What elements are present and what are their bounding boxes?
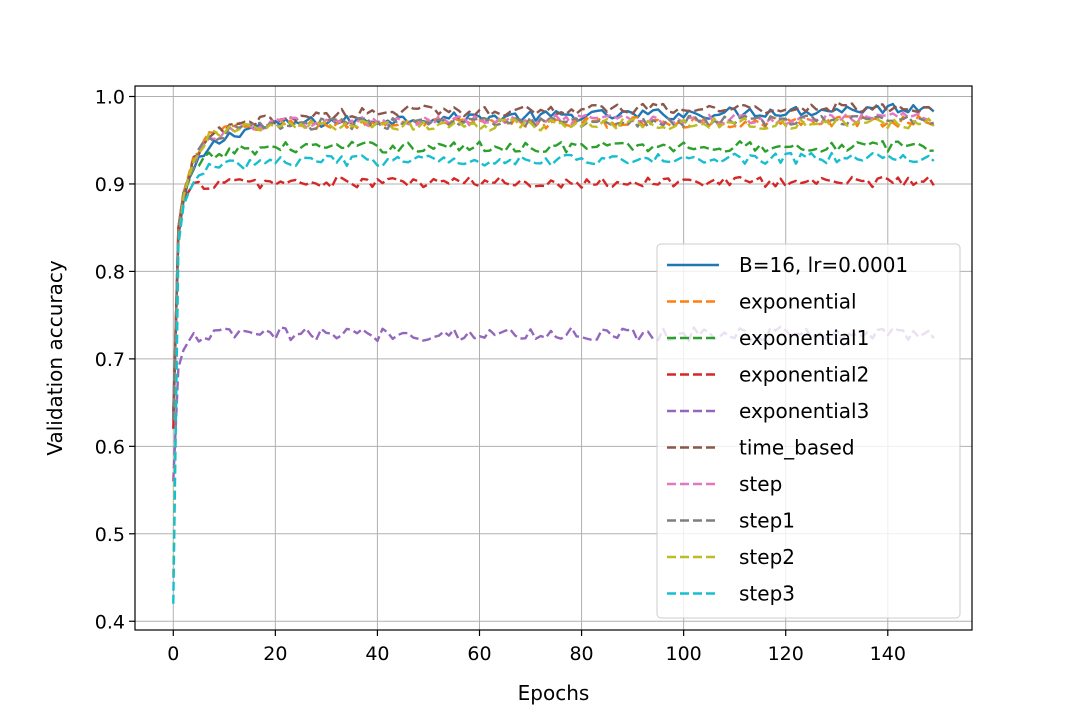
legend-entry: step2 (739, 545, 795, 569)
x-axis-label: Epochs (518, 681, 590, 705)
y-axis-ticks: 0.4 0.5 0.6 0.7 0.8 0.9 1.0 (95, 86, 135, 633)
series-line (172, 151, 935, 604)
x-tick-label: 60 (467, 643, 491, 665)
y-tick-label: 1.0 (95, 86, 125, 108)
y-axis-label: Validation accuracy (43, 260, 67, 456)
x-tick-label: 80 (569, 643, 593, 665)
y-tick-label: 0.4 (95, 611, 125, 633)
series-line (172, 117, 935, 578)
x-tick-label: 140 (870, 643, 906, 665)
legend-entry: exponential2 (739, 363, 869, 387)
x-tick-label: 0 (167, 643, 179, 665)
x-tick-label: 40 (365, 643, 389, 665)
plot-frame (134, 85, 973, 631)
series-line (172, 114, 935, 421)
series-line (172, 139, 934, 421)
legend-entry: step3 (739, 582, 795, 606)
y-tick-label: 0.5 (95, 524, 125, 546)
legend-entry: time_based (739, 436, 855, 460)
legend: B=16, lr=0.0001 exponential exponential1 ex… (656, 243, 961, 619)
legend-entry: step1 (739, 509, 795, 533)
x-tick-label: 20 (263, 643, 287, 665)
x-tick-label: 120 (768, 643, 804, 665)
legend-entry: exponential (739, 290, 857, 314)
series-line (172, 175, 935, 429)
y-tick-label: 0.7 (95, 349, 125, 371)
x-axis-ticks: 0 20 40 60 80 100 120 140 (167, 630, 906, 665)
x-tick-label: 100 (666, 643, 702, 665)
legend-entry: exponential1 (739, 326, 869, 350)
legend-entry: exponential3 (739, 399, 869, 423)
legend-entry: step (739, 472, 782, 496)
series-line (172, 111, 934, 421)
y-tick-label: 0.8 (95, 261, 125, 283)
y-tick-label: 0.6 (95, 436, 125, 458)
legend-box (656, 243, 961, 619)
y-tick-label: 0.9 (95, 174, 125, 196)
series-line (172, 100, 935, 416)
legend-entry: B=16, lr=0.0001 (739, 253, 908, 277)
